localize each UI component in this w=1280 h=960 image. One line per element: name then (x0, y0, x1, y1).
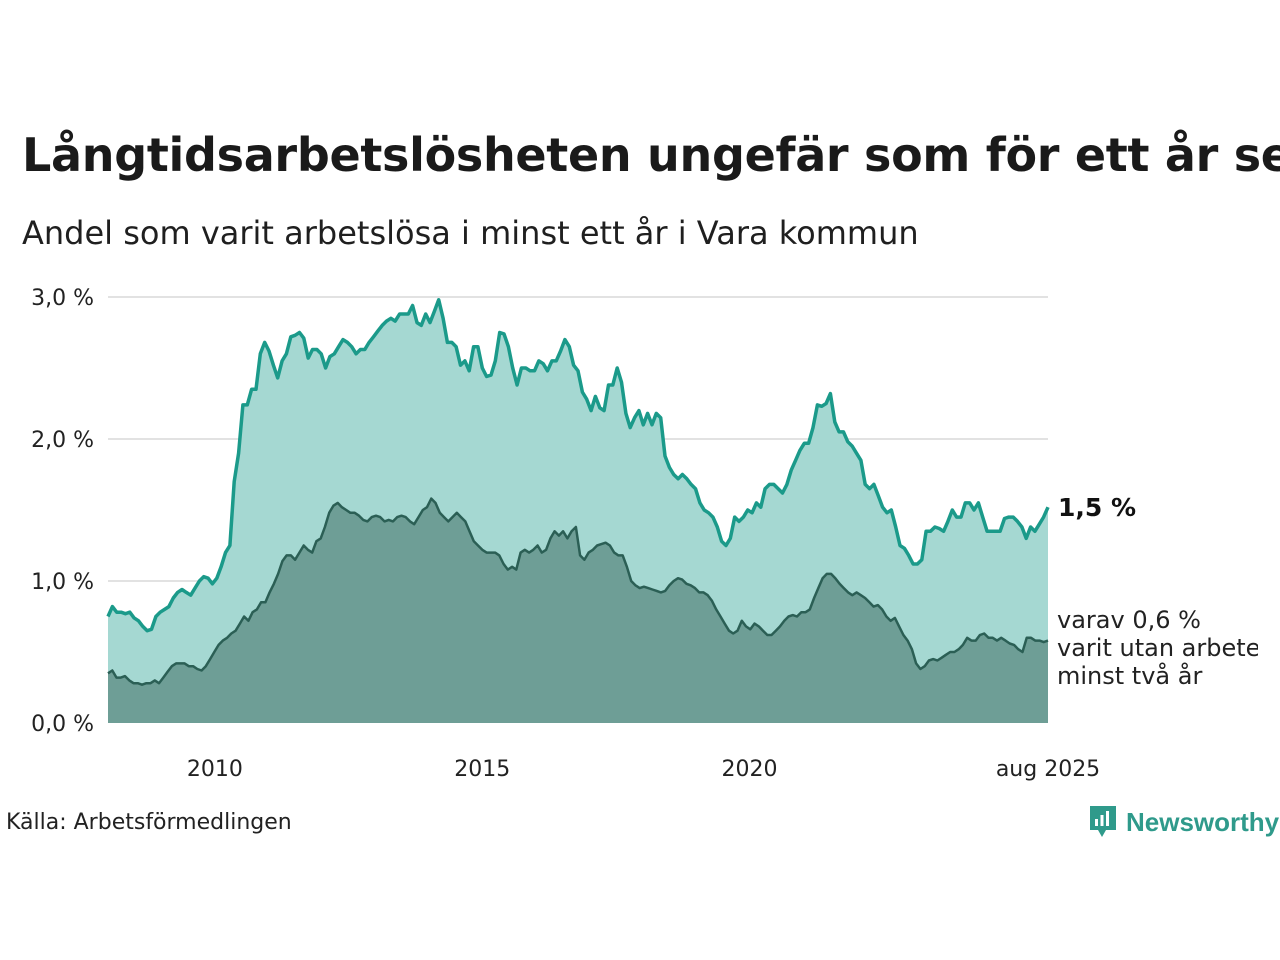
end-label-two-year-line1: varav 0,6 % (1057, 606, 1201, 634)
end-label-two-year-line3: minst två år (1057, 661, 1202, 690)
source-note: Källa: Arbetsförmedlingen (6, 810, 292, 835)
x-tick-label: 2010 (187, 757, 243, 782)
x-tick-label: 2015 (454, 757, 510, 782)
y-tick-label: 2,0 % (31, 428, 94, 453)
brand-name: Newsworthy (1126, 806, 1280, 837)
y-tick-label: 1,0 % (31, 570, 94, 595)
y-tick-label: 0,0 % (31, 712, 94, 737)
x-tick-label: 2020 (722, 757, 778, 782)
one-year-line (106, 298, 1050, 633)
area-chart: 0,0 % 1,0 % 2,0 % 3,0 % 2010 2015 2020 aug 202… (31, 286, 1260, 782)
newsworthy-logo-icon (1090, 806, 1116, 837)
chart-subtitle: Andel som varit arbetslösa i minst ett å… (22, 214, 919, 252)
area-layer (106, 298, 1050, 723)
x-axis-ticks: 2010 2015 2020 aug 2025 (187, 757, 1100, 782)
two-year-area (108, 498, 1048, 723)
end-labels: 1,5 % varav 0,6 % varit utan arbete mins… (1057, 493, 1260, 690)
end-label-one-year: 1,5 % (1058, 493, 1136, 522)
x-tick-label: aug 2025 (996, 757, 1100, 782)
brand-logo: Newsworthy (1088, 804, 1279, 840)
y-axis-ticks: 0,0 % 1,0 % 2,0 % 3,0 % (31, 286, 94, 737)
y-tick-label: 3,0 % (31, 286, 94, 311)
end-label-two-year-line2: varit utan arbete (1057, 634, 1260, 662)
chart-title: Långtidsarbetslösheten ungefär som för e… (22, 128, 1280, 182)
two-year-line (107, 497, 1049, 686)
